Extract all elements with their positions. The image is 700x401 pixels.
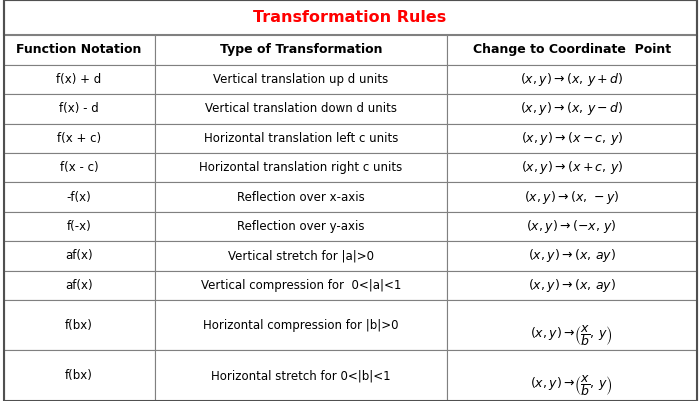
Text: f(bx): f(bx) [65, 319, 93, 332]
Bar [447, 124, 696, 153]
Bar [447, 94, 696, 124]
Bar [447, 212, 696, 241]
Text: f(x) - d: f(x) - d [60, 102, 99, 115]
Text: Type of Transformation: Type of Transformation [220, 43, 382, 56]
Bar [447, 65, 696, 94]
Text: Vertical compression for  0<|a|<1: Vertical compression for 0<|a|<1 [201, 279, 401, 292]
Text: f(-x): f(-x) [66, 220, 92, 233]
Text: $(x,y)\rightarrow(-x,\,y)$: $(x,y)\rightarrow(-x,\,y)$ [526, 218, 617, 235]
Text: $(x,y)\rightarrow\!\left(\dfrac{x}{b},\,y\right)$: $(x,y)\rightarrow\!\left(\dfrac{x}{b},\,… [531, 373, 613, 398]
Text: Horizontal stretch for 0<|b|<1: Horizontal stretch for 0<|b|<1 [211, 369, 391, 382]
Bar [4, 182, 155, 212]
Bar [155, 34, 447, 65]
Text: Vertical stretch for |a|>0: Vertical stretch for |a|>0 [228, 249, 374, 262]
Text: Horizontal translation right c units: Horizontal translation right c units [199, 161, 402, 174]
Bar [447, 350, 696, 401]
Bar [4, 350, 155, 401]
Text: Vertical translation down d units: Vertical translation down d units [205, 102, 397, 115]
Bar [155, 94, 447, 124]
Bar [4, 34, 155, 65]
Text: $(x,y)\rightarrow(x-c,\,y)$: $(x,y)\rightarrow(x-c,\,y)$ [521, 130, 623, 147]
Text: af(x): af(x) [65, 249, 93, 262]
Bar [4, 0, 696, 34]
Text: $(x,y)\rightarrow(x,\,ay)$: $(x,y)\rightarrow(x,\,ay)$ [528, 247, 616, 264]
Bar [447, 241, 696, 271]
Bar [447, 34, 696, 65]
Text: $(x,y)\rightarrow(x,\,ay)$: $(x,y)\rightarrow(x,\,ay)$ [528, 277, 616, 294]
Text: f(bx): f(bx) [65, 369, 93, 382]
Text: $(x,y)\rightarrow(x+c,\,y)$: $(x,y)\rightarrow(x+c,\,y)$ [521, 159, 623, 176]
Text: af(x): af(x) [65, 279, 93, 292]
Bar [155, 124, 447, 153]
Text: Horizontal compression for |b|>0: Horizontal compression for |b|>0 [203, 319, 398, 332]
Bar [4, 212, 155, 241]
Text: Vertical translation up d units: Vertical translation up d units [214, 73, 388, 86]
Bar [447, 153, 696, 182]
Bar [4, 124, 155, 153]
Bar [155, 350, 447, 401]
Bar [155, 212, 447, 241]
Text: f(x - c): f(x - c) [60, 161, 98, 174]
Text: f(x + c): f(x + c) [57, 132, 101, 145]
Bar [155, 153, 447, 182]
Text: Reflection over x-axis: Reflection over x-axis [237, 190, 365, 204]
Text: $(x,y)\rightarrow(x,\,-y)$: $(x,y)\rightarrow(x,\,-y)$ [524, 188, 620, 206]
Text: Horizontal translation left c units: Horizontal translation left c units [204, 132, 398, 145]
Bar [155, 182, 447, 212]
Bar [447, 182, 696, 212]
Text: Function Notation: Function Notation [16, 43, 141, 56]
Text: -f(x): -f(x) [66, 190, 92, 204]
Text: f(x) + d: f(x) + d [57, 73, 102, 86]
Bar [155, 241, 447, 271]
Bar [4, 271, 155, 300]
Bar [4, 65, 155, 94]
Bar [447, 271, 696, 300]
Text: $(x,y)\rightarrow(x,\,y+d)$: $(x,y)\rightarrow(x,\,y+d)$ [520, 71, 624, 88]
Bar [4, 300, 155, 350]
Text: Transformation Rules: Transformation Rules [253, 10, 447, 25]
Bar [447, 300, 696, 350]
Bar [155, 271, 447, 300]
Text: $(x,y)\rightarrow\!\left(\dfrac{x}{b},\,y\right)$: $(x,y)\rightarrow\!\left(\dfrac{x}{b},\,… [531, 323, 613, 348]
Text: $(x,y)\rightarrow(x,\,y-d)$: $(x,y)\rightarrow(x,\,y-d)$ [520, 100, 624, 117]
Text: Change to Coordinate  Point: Change to Coordinate Point [473, 43, 671, 56]
Bar [155, 300, 447, 350]
Bar [155, 65, 447, 94]
Bar [4, 153, 155, 182]
Bar [4, 94, 155, 124]
Text: Reflection over y-axis: Reflection over y-axis [237, 220, 365, 233]
Bar [4, 241, 155, 271]
